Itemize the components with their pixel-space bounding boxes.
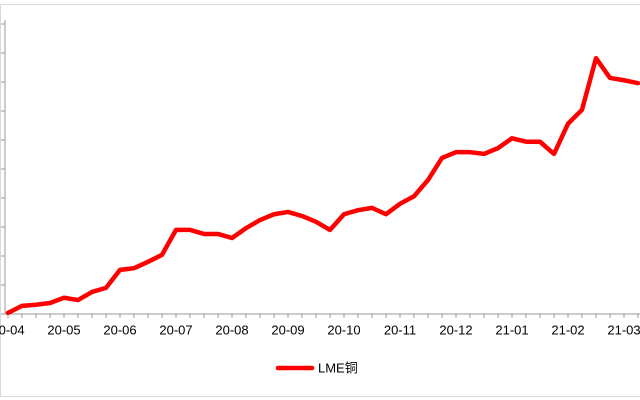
data-line	[5, 55, 640, 316]
x-tick-label: 21-02	[551, 322, 584, 337]
legend-label: LME铜	[318, 360, 358, 375]
x-tick-label: 20-05	[47, 322, 80, 337]
x-tick-label: 20-07	[159, 322, 192, 337]
x-tick-label: 20-10	[327, 322, 360, 337]
x-tick-label: 20-11	[384, 322, 416, 337]
chart-frame	[0, 4, 640, 397]
x-tick-label: 21-03	[607, 322, 640, 337]
x-tick-label: 20-08	[215, 322, 248, 337]
x-tick-label: 21-01	[495, 322, 528, 337]
x-tick-label: 20-04	[0, 322, 25, 337]
x-tick-label: 20-06	[103, 322, 136, 337]
x-tick-label: 20-09	[271, 322, 304, 337]
x-tick-label: 20-12	[439, 322, 472, 337]
